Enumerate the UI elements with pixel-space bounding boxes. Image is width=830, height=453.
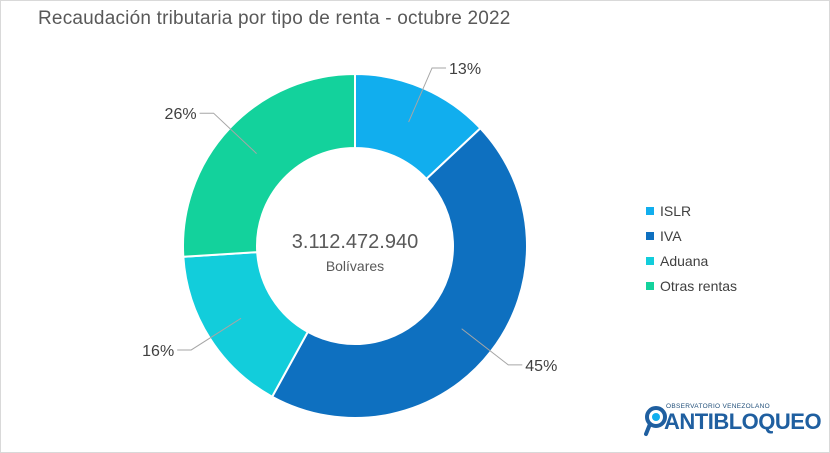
data-label-iva: 45% <box>525 358 557 375</box>
legend-label: ISLR <box>660 202 692 219</box>
leader-line-aduana <box>177 317 242 351</box>
legend-item-otras-rentas: Otras rentas <box>646 273 737 298</box>
data-label-aduana: 16% <box>142 343 174 360</box>
data-label-islr: 13% <box>449 61 481 78</box>
chart-legend: ISLR IVA Aduana Otras rentas <box>646 198 737 298</box>
legend-label: Aduana <box>660 252 709 269</box>
logo-title: ANTIBLOQUEO <box>664 409 822 434</box>
slice-iva <box>270 126 529 420</box>
center-unit-label: Bolívares <box>326 258 384 274</box>
legend-swatch <box>646 231 654 240</box>
data-label-otras-rentas: 26% <box>165 106 197 123</box>
legend-item-islr: ISLR <box>646 198 737 223</box>
chart-title: Recaudación tributaria por tipo de renta… <box>38 8 511 29</box>
legend-item-iva: IVA <box>646 223 737 248</box>
slice-otras-rentas <box>182 72 356 258</box>
legend-swatch <box>646 206 654 215</box>
legend-label: IVA <box>660 227 682 244</box>
legend-item-aduana: Aduana <box>646 248 737 273</box>
leader-line-otras-rentas <box>199 112 257 154</box>
antibloqueo-logo: OBSERVATORIO VENEZOLANO ANTIBLOQUEO <box>644 402 822 442</box>
legend-swatch <box>646 256 654 265</box>
logo-subtitle: OBSERVATORIO VENEZOLANO <box>666 403 770 410</box>
legend-swatch <box>646 281 654 290</box>
leader-line-iva <box>461 328 523 366</box>
leader-line-islr <box>408 67 447 123</box>
center-total-value: 3.112.472.940 <box>292 231 418 253</box>
legend-label: Otras rentas <box>660 277 738 294</box>
magnifier-logo-icon <box>644 406 667 436</box>
